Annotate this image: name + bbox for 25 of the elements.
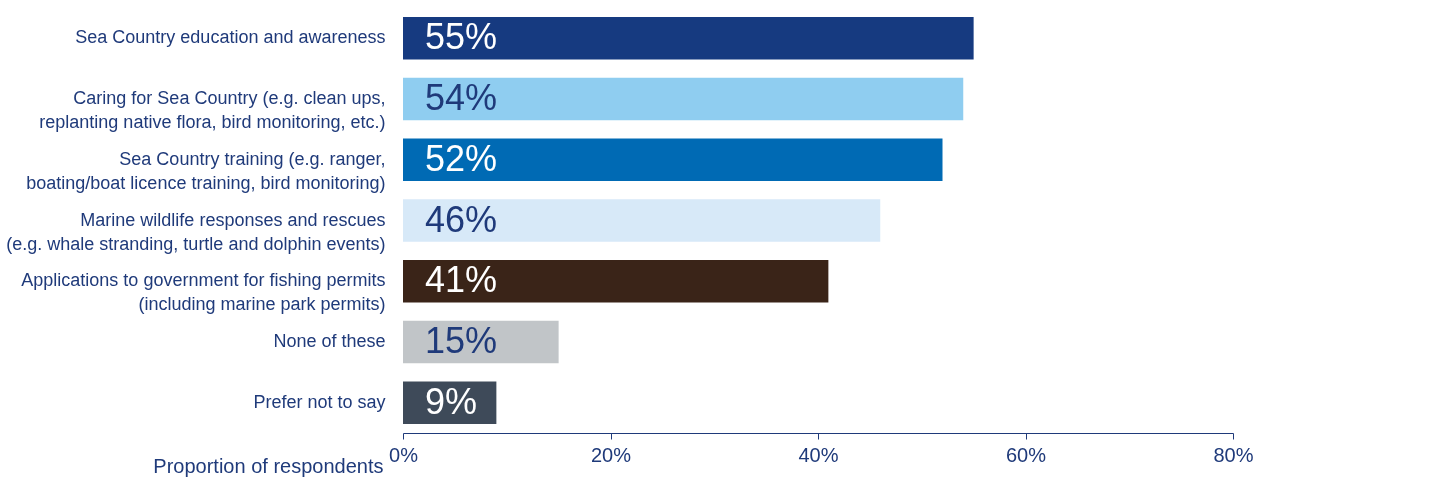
x-tick-label: 60% <box>1005 443 1047 466</box>
y-tick-label: Applications to government for fishing permits (including marine park permits) <box>21 270 386 315</box>
y-tick-label: Prefer not to say <box>253 391 386 412</box>
data-label: 41% <box>425 259 498 301</box>
data-label: 55% <box>425 16 498 58</box>
y-tick-label: None of these <box>273 330 386 351</box>
data-label: 54% <box>425 77 498 119</box>
data-label: 52% <box>425 137 498 179</box>
x-tick-label: 80% <box>1213 443 1254 466</box>
y-tick-label: Sea Country education and awareness <box>75 27 386 48</box>
data-label: 15% <box>425 319 498 361</box>
x-tick-label: 20% <box>590 443 632 466</box>
data-label: 46% <box>425 198 498 240</box>
y-tick-label: Caring for Sea Country (e.g. clean ups, replanting native flora, bird monitoring, etc.) <box>39 88 386 133</box>
x-axis-title: Proportion of respondents <box>153 454 384 477</box>
bar <box>403 17 974 60</box>
y-tick-label: Sea Country training (e.g. ranger, boating/boat licence training, bird monitoring) <box>26 148 386 193</box>
x-tick-label: 0% <box>389 443 419 466</box>
data-label: 9% <box>425 380 478 422</box>
x-tick-label: 40% <box>798 443 839 466</box>
bar <box>403 138 943 182</box>
bar <box>403 77 964 121</box>
y-tick-label: Marine wildlife responses and rescues (e.g. whale stranding, turtle and dolphin events) <box>6 209 386 254</box>
bar <box>403 259 829 303</box>
bar <box>403 199 881 242</box>
